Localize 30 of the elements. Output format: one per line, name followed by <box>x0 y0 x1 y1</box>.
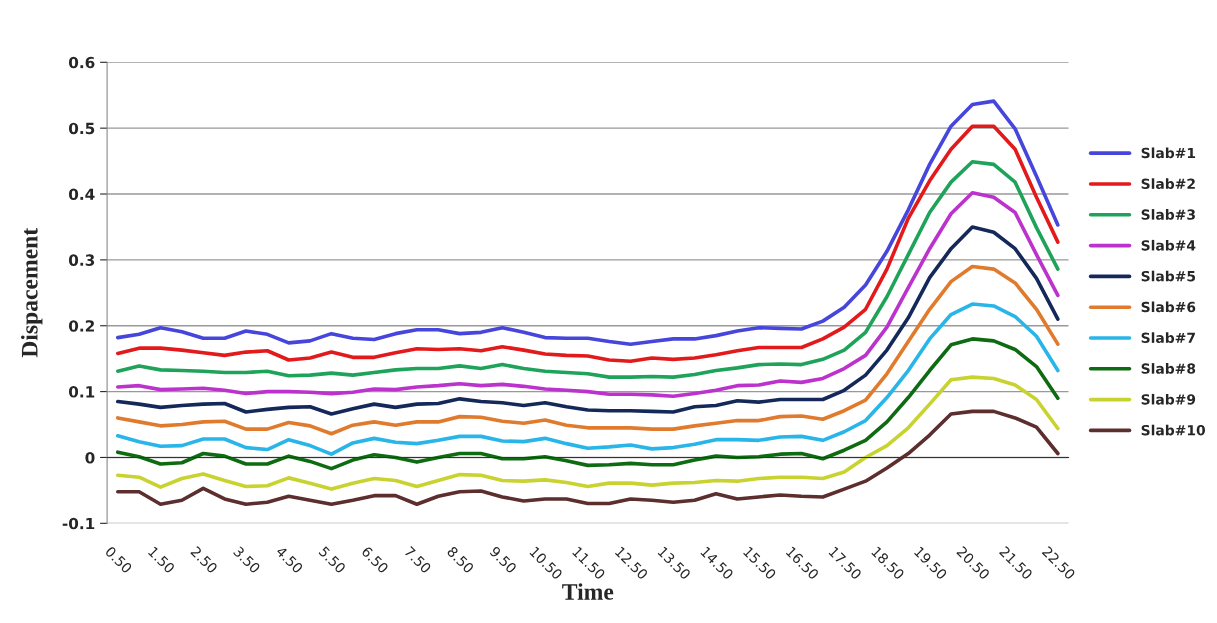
line-series <box>115 337 1060 471</box>
line-series <box>115 124 1060 364</box>
y-tick-label: 0.4 <box>68 188 95 201</box>
line-series <box>115 159 1060 379</box>
y-tick-label: 0.1 <box>68 386 95 398</box>
legend-label: Slab#5 <box>1141 270 1196 282</box>
line-series <box>115 99 1060 346</box>
x-axis-title: Time <box>562 583 614 600</box>
line-series <box>115 190 1060 399</box>
y-tick-label: 0.5 <box>68 122 95 135</box>
legend-label: Slab#3 <box>1141 209 1195 220</box>
y-tick-label: 0.3 <box>68 254 95 266</box>
legend-label: Slab#9 <box>1141 393 1196 405</box>
y-tick-label: -0.1 <box>62 517 95 530</box>
y-axis-title: Dispacement <box>21 228 43 358</box>
legend-label: Slab#10 <box>1141 424 1206 436</box>
legend-label: Slab#7 <box>1141 332 1195 344</box>
line-series <box>115 264 1060 436</box>
line-series <box>115 409 1060 507</box>
legend-label: Slab#4 <box>1141 239 1196 251</box>
legend-label: Slab#1 <box>1141 147 1196 159</box>
y-tick-label: 0.2 <box>68 320 94 332</box>
line-series <box>115 302 1060 456</box>
y-tick-label: 0.6 <box>68 56 95 69</box>
y-tick-label: 0 <box>85 451 95 464</box>
line-series <box>115 375 1060 491</box>
legend-label: Slab#6 <box>1141 301 1196 313</box>
line-series <box>115 225 1060 416</box>
legend-label: Slab#8 <box>1141 363 1196 374</box>
legend-label: Slab#2 <box>1141 178 1195 190</box>
